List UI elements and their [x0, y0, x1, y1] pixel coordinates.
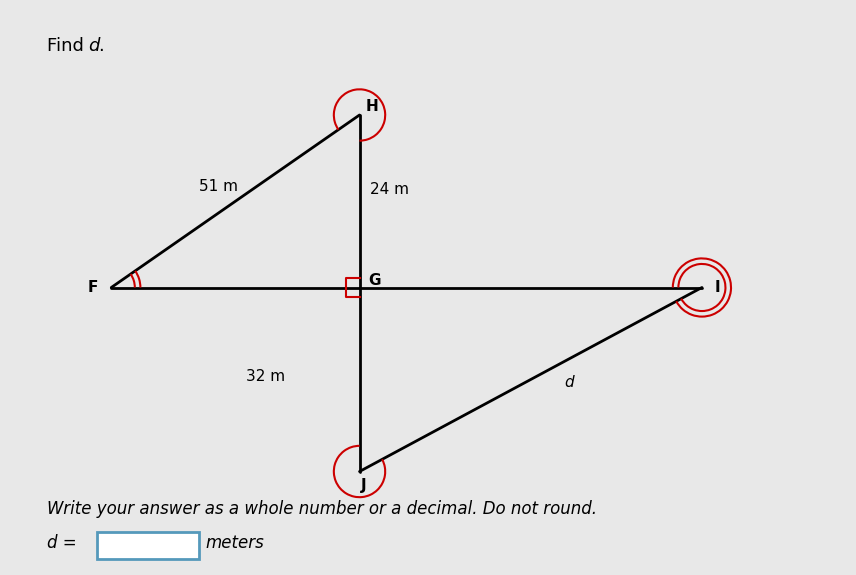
Text: d: d [88, 37, 99, 55]
Text: Write your answer as a whole number or a decimal. Do not round.: Write your answer as a whole number or a… [47, 500, 597, 518]
Text: 32 m: 32 m [246, 369, 285, 384]
Text: 51 m: 51 m [199, 179, 238, 194]
Text: d: d [564, 375, 574, 390]
Text: Find: Find [47, 37, 90, 55]
Text: .: . [98, 37, 104, 55]
Text: d =: d = [47, 534, 77, 553]
Text: J: J [361, 478, 366, 493]
Text: G: G [369, 273, 381, 288]
Text: I: I [715, 280, 720, 295]
Text: H: H [366, 99, 378, 114]
FancyBboxPatch shape [97, 532, 199, 559]
Text: 24 m: 24 m [370, 182, 409, 197]
Text: F: F [87, 280, 98, 295]
Text: meters: meters [205, 534, 265, 553]
